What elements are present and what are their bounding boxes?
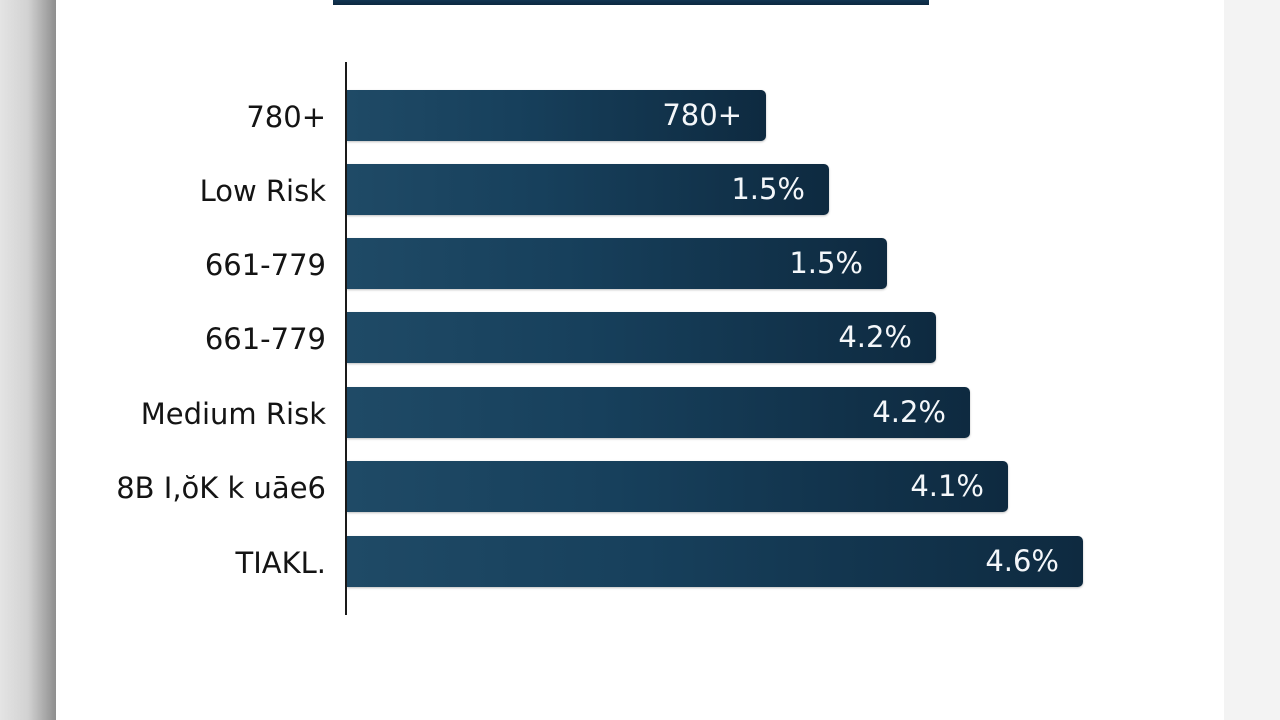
bar: 1.5% — [347, 164, 829, 215]
category-label: 661-779 — [204, 322, 326, 356]
bar-value-label: 4.1% — [910, 469, 984, 503]
bar-value-label: 4.2% — [838, 320, 912, 354]
category-label: 8B I,ŏK k uāe6 — [116, 471, 326, 505]
bar: 4.2% — [347, 312, 936, 363]
y-axis-line — [345, 62, 347, 615]
category-label: Medium Risk — [140, 397, 326, 431]
header-bar — [333, 0, 929, 5]
bar-value-label: 4.2% — [872, 395, 946, 429]
bar-row: Medium Risk 4.2% — [0, 387, 1280, 438]
bar: 4.6% — [347, 536, 1083, 587]
bar: 1.5% — [347, 238, 887, 289]
bar: 780+ — [347, 90, 766, 141]
bar-row: 661-779 4.2% — [0, 312, 1280, 363]
category-label: Low Risk — [199, 174, 326, 208]
bar-value-label: 780+ — [662, 98, 742, 132]
category-label: 661-779 — [204, 248, 326, 282]
page-shadow — [0, 0, 56, 720]
bar-value-label: 1.5% — [789, 246, 863, 280]
bar-value-label: 4.6% — [985, 544, 1059, 578]
category-label: TIAKL. — [235, 546, 327, 580]
bar-row: 8B I,ŏK k uāe6 4.1% — [0, 461, 1280, 512]
bar: 4.2% — [347, 387, 970, 438]
bar-row: TIAKL. 4.6% — [0, 536, 1280, 587]
bar-row: Low Risk 1.5% — [0, 164, 1280, 215]
bar-value-label: 1.5% — [731, 172, 805, 206]
bar: 4.1% — [347, 461, 1008, 512]
bar-row: 780+ 780+ — [0, 90, 1280, 141]
category-label: 780+ — [246, 100, 326, 134]
bar-row: 661-779 1.5% — [0, 238, 1280, 289]
